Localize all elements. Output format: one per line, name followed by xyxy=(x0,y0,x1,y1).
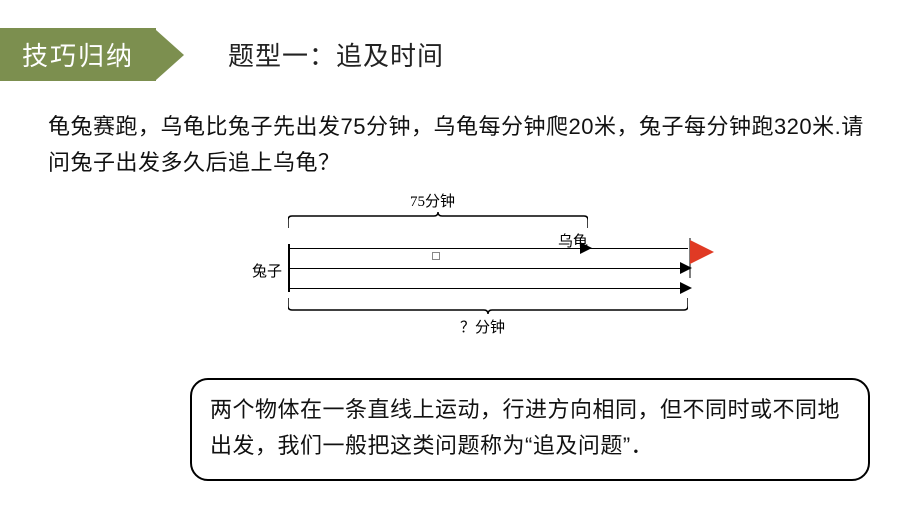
line-turtle-head-start xyxy=(288,248,688,250)
diagram: 75分钟 乌龟 兔子 ？分钟 xyxy=(210,190,710,340)
line-rabbit xyxy=(288,268,688,270)
header-row: 技巧归纳 题型一：追及时间 xyxy=(0,0,920,81)
marker-box xyxy=(432,252,440,260)
tag-wrap: 技巧归纳 xyxy=(0,28,184,81)
definition-text: 两个物体在一条直线上运动，行进方向相同，但不同时或不同地出发，我们一般把这类问题… xyxy=(210,397,840,458)
top-bracket-icon xyxy=(288,212,588,228)
section-title: 题型一：追及时间 xyxy=(228,36,444,73)
diagram-bottom-label: ？分钟 xyxy=(460,316,505,337)
problem-text: 龟兔赛跑，乌龟比兔子先出发75分钟，乌龟每分钟爬20米，兔子每分钟跑320米.请… xyxy=(0,81,920,182)
section-tag: 技巧归纳 xyxy=(0,28,156,81)
arrowhead-icon xyxy=(580,242,596,254)
rabbit-label: 兔子 xyxy=(252,260,282,281)
line-bottom xyxy=(288,288,688,290)
bottom-bracket-icon xyxy=(288,298,688,314)
diagram-top-label: 75分钟 xyxy=(410,190,455,211)
flag-icon xyxy=(688,238,718,278)
arrowhead-icon xyxy=(680,282,696,294)
definition-box: 两个物体在一条直线上运动，行进方向相同，但不同时或不同地出发，我们一般把这类问题… xyxy=(190,378,870,481)
chevron-right-icon xyxy=(156,30,184,80)
